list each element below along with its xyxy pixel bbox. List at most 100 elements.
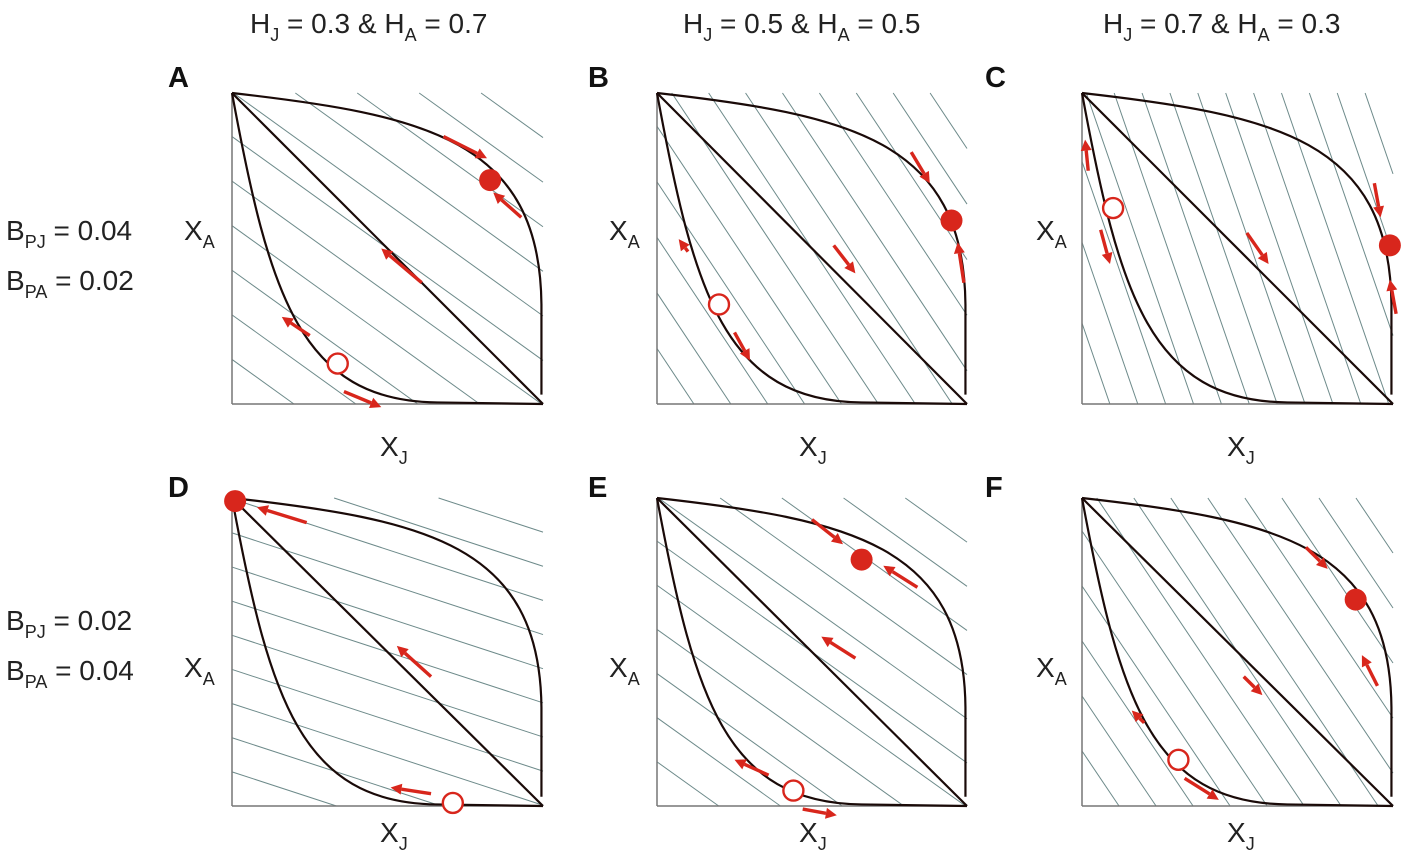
hatch-line	[1280, 92, 1390, 405]
flow-arrow-head	[678, 239, 690, 252]
y-axis-label-a: XA	[184, 215, 215, 252]
x-axis-label-b: XJ	[799, 431, 827, 468]
panel-letter-c: C	[985, 62, 1006, 94]
hatch-line	[656, 717, 781, 807]
hatch-line	[656, 292, 732, 405]
lower-boundary-curve	[1080, 497, 1394, 808]
hatch-line	[656, 348, 695, 405]
stable-equilibrium-point	[479, 169, 502, 192]
hatch-line	[745, 92, 953, 405]
flow-arrow-head	[369, 397, 382, 408]
phase-plot-c	[1080, 91, 1401, 406]
hatch-line	[1169, 92, 1278, 405]
stable-equilibrium-point	[850, 548, 873, 571]
flow-arrow-shaft	[891, 570, 919, 589]
hatch-line	[1141, 92, 1250, 405]
flow-arrow-shaft	[1372, 182, 1381, 207]
hatch-line	[231, 703, 544, 806]
upper-boundary-curve	[656, 496, 967, 797]
stable-equilibrium-point	[1344, 588, 1367, 611]
diagonal-line	[231, 497, 544, 807]
hatch-line	[1113, 92, 1222, 405]
flow-arrow-head	[1206, 789, 1219, 800]
hatch-line	[231, 359, 295, 405]
panel-letter-b: B	[588, 62, 609, 94]
flow-arrow-shaft	[1304, 546, 1322, 563]
hatch-line	[1081, 530, 1268, 807]
flow-arrow-head	[474, 148, 488, 159]
flow-arrow-head	[824, 807, 837, 819]
flow-arrow-shaft	[1245, 231, 1264, 257]
flow-arrow-head	[1386, 279, 1398, 292]
unstable-equilibrium-point	[326, 352, 349, 375]
hatch-line	[231, 314, 357, 405]
hatch-line	[818, 92, 968, 316]
x-axis-label-a: XJ	[380, 431, 408, 468]
flow-arrow-shaft	[957, 252, 966, 283]
hatch-line	[1253, 92, 1362, 405]
hatch-line	[1081, 242, 1139, 405]
flow-arrow-shaft	[802, 807, 827, 815]
phase-plot-e	[655, 496, 968, 819]
flow-arrow-shaft	[1390, 290, 1398, 315]
unstable-equilibrium-point	[441, 791, 465, 815]
hatch-line	[904, 497, 968, 543]
flow-arrow-shaft	[343, 389, 372, 405]
hatch-line	[231, 532, 544, 636]
hatch-line	[1355, 497, 1394, 554]
hatch-line	[782, 92, 968, 371]
phase-plot-b	[655, 91, 968, 406]
flow-arrow-head	[919, 170, 930, 184]
hatch-line	[656, 584, 966, 807]
hatch-line	[438, 497, 544, 533]
diagonal-line	[1081, 497, 1394, 807]
hatch-line	[671, 92, 879, 405]
hatch-line	[1085, 92, 1195, 405]
flow-arrow-shaft	[1365, 664, 1379, 687]
flow-arrow-shaft	[1099, 229, 1109, 254]
hatch-line	[1225, 92, 1334, 405]
flow-arrow-head	[1257, 251, 1269, 265]
y-axis-label-f: XA	[1036, 652, 1067, 689]
upper-boundary-curve	[1081, 496, 1393, 797]
flow-arrow-shaft	[829, 641, 857, 660]
y-axis-label-e: XA	[609, 652, 640, 689]
hatch-line	[855, 92, 968, 260]
hatch-line	[656, 673, 843, 807]
hatch-line	[1244, 497, 1394, 719]
diagonal-line	[1081, 92, 1394, 405]
phase-plot-a	[230, 91, 544, 408]
diagonal-line	[656, 92, 968, 405]
flow-arrow-shaft	[810, 518, 836, 539]
row-1-bpa-label: BPA = 0.02	[6, 265, 134, 302]
hatch-line	[1081, 750, 1120, 807]
flow-arrow-shaft	[289, 321, 311, 337]
unstable-equilibrium-point	[782, 779, 805, 802]
lower-boundary-curve	[655, 92, 968, 406]
flow-arrow-head	[390, 783, 403, 795]
hatch-line	[656, 126, 842, 405]
flow-arrow-shaft	[1138, 717, 1146, 725]
row-2-bpj-label: BPJ = 0.02	[6, 605, 132, 642]
hatch-line	[333, 497, 544, 567]
lower-boundary-curve	[1080, 92, 1394, 406]
panel-letter-d: D	[168, 472, 189, 504]
x-axis-label-e: XJ	[799, 817, 827, 854]
column-header-3: HJ = 0.7 & HA = 0.3	[1103, 8, 1340, 45]
hatch-line	[231, 269, 419, 405]
hatch-line	[1081, 161, 1167, 405]
panel-letter-f: F	[985, 472, 1003, 504]
y-axis-label-d: XA	[184, 652, 215, 689]
flow-arrow-shaft	[683, 246, 690, 253]
x-axis-label-c: XJ	[1227, 431, 1255, 468]
upper-boundary-curve	[1081, 91, 1393, 395]
flow-arrow-head	[821, 636, 834, 648]
row-2-bpa-label: BPA = 0.04	[6, 655, 134, 692]
flow-arrow-shaft	[442, 135, 478, 155]
flow-arrow-shaft	[1183, 776, 1211, 796]
flow-arrow-shaft	[743, 762, 770, 777]
flow-arrow-head	[953, 242, 965, 254]
hatch-line	[356, 92, 544, 228]
hatch-line	[231, 180, 542, 405]
